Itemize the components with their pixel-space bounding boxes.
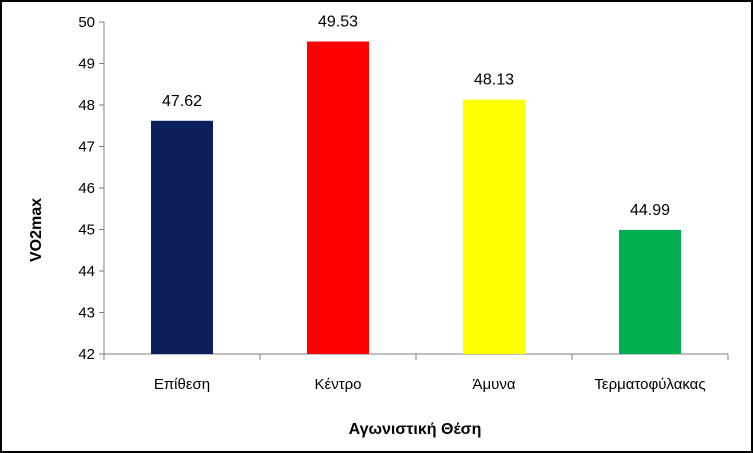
y-tick-label: 49	[78, 56, 95, 73]
data-label: 48.13	[474, 72, 514, 89]
bar-1	[151, 120, 213, 355]
data-labels: 47.62 49.53 48.13 44.99	[162, 14, 670, 219]
data-label: 47.62	[162, 93, 202, 110]
y-tick-label: 45	[78, 222, 95, 239]
y-tick-label: 50	[78, 14, 95, 31]
y-tick-label: 43	[78, 305, 95, 322]
y-tick-label: 46	[78, 180, 95, 197]
bar-4	[619, 229, 681, 354]
x-axis-title: Αγωνιστική Θέση	[349, 421, 482, 438]
data-label: 49.53	[318, 14, 358, 31]
bars	[151, 41, 681, 355]
x-tick-label: Επίθεση	[154, 376, 210, 393]
y-tick-label: 44	[78, 263, 95, 280]
data-label: 44.99	[630, 202, 670, 219]
x-tick-label: Τερματοφύλακας	[594, 376, 705, 393]
y-tick-label: 48	[78, 97, 95, 114]
x-tick-label: Άμυνα	[472, 376, 515, 393]
x-tick-label: Κέντρο	[315, 376, 362, 393]
x-axis: Επίθεση Κέντρο Άμυνα Τερματοφύλακας	[103, 353, 729, 393]
y-axis-title: VO2max	[28, 198, 45, 262]
y-tick-label: 42	[78, 346, 95, 363]
y-axis: 42 43 44 45 46 47 48 49 50	[78, 14, 105, 363]
y-tick-label: 47	[78, 139, 95, 156]
bar-3	[463, 99, 525, 354]
bar-2	[307, 41, 369, 354]
